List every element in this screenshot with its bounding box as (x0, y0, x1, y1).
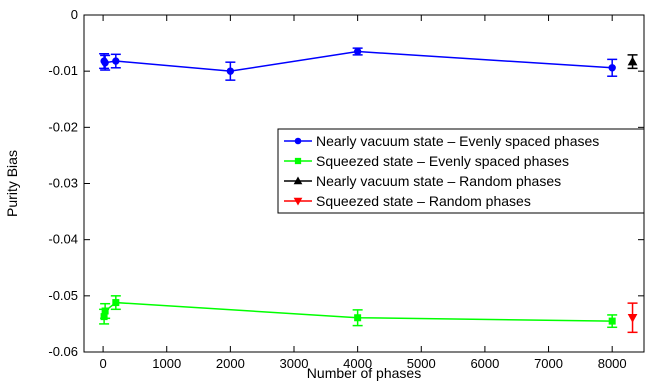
x-tick-label: 4000 (343, 356, 372, 371)
x-tick-label: 7000 (534, 356, 563, 371)
series-1 (99, 47, 618, 81)
y-tick-label: -0.01 (48, 63, 78, 78)
legend-label: Nearly vacuum state – Random phases (316, 173, 561, 189)
x-tick-label: 0 (99, 356, 106, 371)
y-tick-label: -0.02 (48, 119, 78, 134)
data-point (112, 57, 120, 65)
data-point (294, 157, 302, 165)
y-tick-label: -0.06 (48, 344, 78, 359)
axis-tick-labels: 0 1000 2000 3000 4000 5000 6000 7000 8000 0 -0.01 -… (48, 7, 626, 371)
x-tick-label: 6000 (470, 356, 499, 371)
data-point (627, 314, 638, 323)
x-tick-label: 1000 (152, 356, 181, 371)
data-point (608, 317, 616, 325)
legend-box (277, 128, 645, 214)
data-point (101, 307, 109, 315)
legend: Nearly vacuum state – Evenly spaced phas… (277, 128, 645, 214)
x-axis-label: Number of phases (307, 365, 421, 381)
x-tick-label: 2000 (216, 356, 245, 371)
legend-label: Squeezed state – Evenly spaced phases (316, 153, 569, 169)
data-point (354, 314, 362, 322)
y-tick-label: 0 (71, 7, 78, 22)
series-2 (99, 295, 618, 329)
y-tick-label: -0.04 (48, 232, 78, 247)
data-point (226, 67, 235, 75)
data-point (294, 137, 302, 145)
legend-label: Nearly vacuum state – Evenly spaced phas… (316, 133, 599, 149)
data-point (627, 56, 638, 66)
legend-item: Nearly vacuum state – Random phases (284, 173, 561, 189)
data-point (112, 299, 120, 307)
x-tick-label: 8000 (598, 356, 627, 371)
data-point (608, 64, 616, 72)
series-3 (627, 54, 638, 70)
legend-item: Squeezed state – Evenly spaced phases (284, 153, 569, 169)
y-tick-label: -0.05 (48, 288, 78, 303)
x-tick-label: 5000 (407, 356, 436, 371)
x-tick-label: 3000 (280, 356, 309, 371)
y-tick-label: -0.03 (48, 176, 78, 191)
legend-item: Nearly vacuum state – Evenly spaced phas… (284, 133, 599, 149)
axis-ticks (84, 14, 644, 353)
series-4 (627, 302, 638, 334)
data-point (293, 176, 303, 185)
data-point (353, 47, 362, 56)
y-axis-label: Purity Bias (4, 150, 20, 217)
data-point (101, 59, 109, 67)
legend-label: Squeezed state – Random phases (316, 193, 531, 209)
series-layer (99, 47, 638, 334)
legend-item: Squeezed state – Random phases (284, 193, 531, 209)
data-point (293, 197, 303, 206)
